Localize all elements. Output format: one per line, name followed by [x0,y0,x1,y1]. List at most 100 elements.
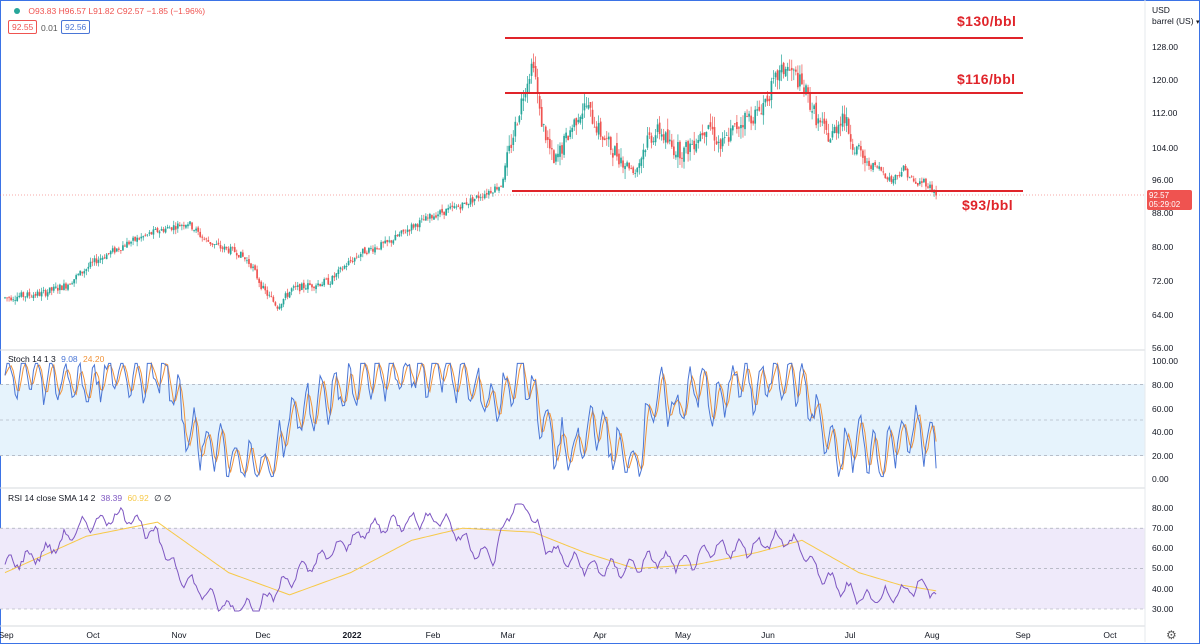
candle [303,279,305,293]
candle [172,220,175,235]
candle [717,135,720,153]
unit-selector[interactable]: barrel (US) ▾ [1152,16,1199,26]
stoch-legend[interactable]: Stoch 14 1 3 9.08 24.20 [8,354,104,364]
candle [40,287,43,301]
candle [16,292,19,302]
candle [209,241,212,247]
candle [719,138,722,157]
candle [508,135,511,154]
candle [705,131,708,146]
rsi-extra: ∅ ∅ [154,493,172,503]
candle [205,237,208,243]
candle [900,167,903,178]
candle [825,118,828,135]
candle [300,282,303,291]
candle [266,286,269,300]
candle [632,165,635,176]
candle [577,113,580,125]
candle [335,272,338,281]
candle [477,191,480,202]
bid-chip[interactable]: 92.55 [8,20,38,34]
candle [868,157,870,170]
candle [839,116,842,137]
candle [916,182,919,187]
candle [437,211,439,221]
candle [845,107,848,133]
candle [339,266,342,273]
candle [225,246,228,251]
candle [368,247,370,255]
candle [683,146,685,169]
candle [538,92,541,116]
candle [20,290,23,298]
candle [4,296,6,299]
candle [886,176,889,183]
candle [689,138,691,161]
annotation-130[interactable]: $130/bbl [957,13,1017,29]
candle [120,249,122,254]
candle [744,111,746,136]
candle [254,264,256,271]
candle [138,236,141,241]
candle [213,244,216,249]
candle [274,301,277,307]
candle [750,106,752,131]
candle [111,245,114,254]
candle [858,143,860,150]
candle [329,281,332,288]
candle [685,140,687,154]
gear-icon[interactable]: ⚙ [1166,628,1177,642]
candle [772,70,775,84]
candle [337,266,340,279]
candle [534,56,537,80]
candle [384,236,387,244]
candle [52,283,55,293]
candle [89,257,92,269]
candle [235,249,238,260]
candle [471,194,474,207]
candle [193,229,195,233]
candle [445,208,448,216]
candle [280,303,283,311]
candle [760,104,763,115]
candle [453,202,456,209]
candle [776,69,779,90]
candle [85,268,88,276]
candle [83,268,86,278]
candle [402,229,405,235]
candle [136,234,138,247]
candle [849,124,852,150]
axis-labels: 128.00 120.00 112.00 104.00 96.00 88.00 80.00 7… [0,42,1178,640]
candle [906,167,909,181]
candle [168,225,171,229]
candle [652,137,655,145]
rsi-legend[interactable]: RSI 14 close SMA 14 2 38.39 60.92 ∅ ∅ [8,493,171,504]
candle [727,127,730,146]
candle [866,157,868,166]
candle [601,136,604,148]
candle [636,167,639,177]
candle [54,282,57,289]
ask-chip[interactable]: 92.56 [61,20,91,34]
candle [250,262,252,270]
candle [99,254,102,264]
candle [603,135,606,141]
rsi-tick: 40.00 [1152,584,1174,594]
horizontal-levels[interactable] [505,37,1023,192]
price-tick: 128.00 [1152,42,1178,52]
price-tick: 56.00 [1152,343,1174,353]
x-tick: Apr [593,630,606,640]
candle [404,229,407,234]
candle [927,183,929,190]
candle [107,252,110,256]
annotation-116[interactable]: $116/bbl [957,71,1016,87]
candle [878,161,881,171]
candle [768,95,771,106]
candle [904,164,907,171]
annotation-93[interactable]: $93/bbl [962,197,1014,213]
candle [709,113,712,131]
price-tick: 88.00 [1152,208,1174,218]
candle [152,226,155,239]
candle [347,257,350,266]
